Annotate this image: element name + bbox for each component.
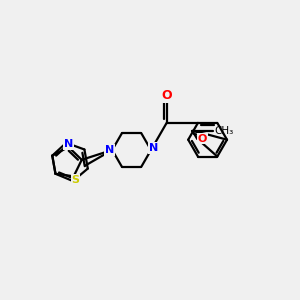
Text: S: S <box>71 175 80 185</box>
Text: O: O <box>198 134 207 143</box>
Text: CH₃: CH₃ <box>214 126 234 136</box>
Text: O: O <box>161 89 172 102</box>
Text: N: N <box>149 143 159 153</box>
Text: N: N <box>64 139 73 149</box>
Text: N: N <box>105 145 114 155</box>
